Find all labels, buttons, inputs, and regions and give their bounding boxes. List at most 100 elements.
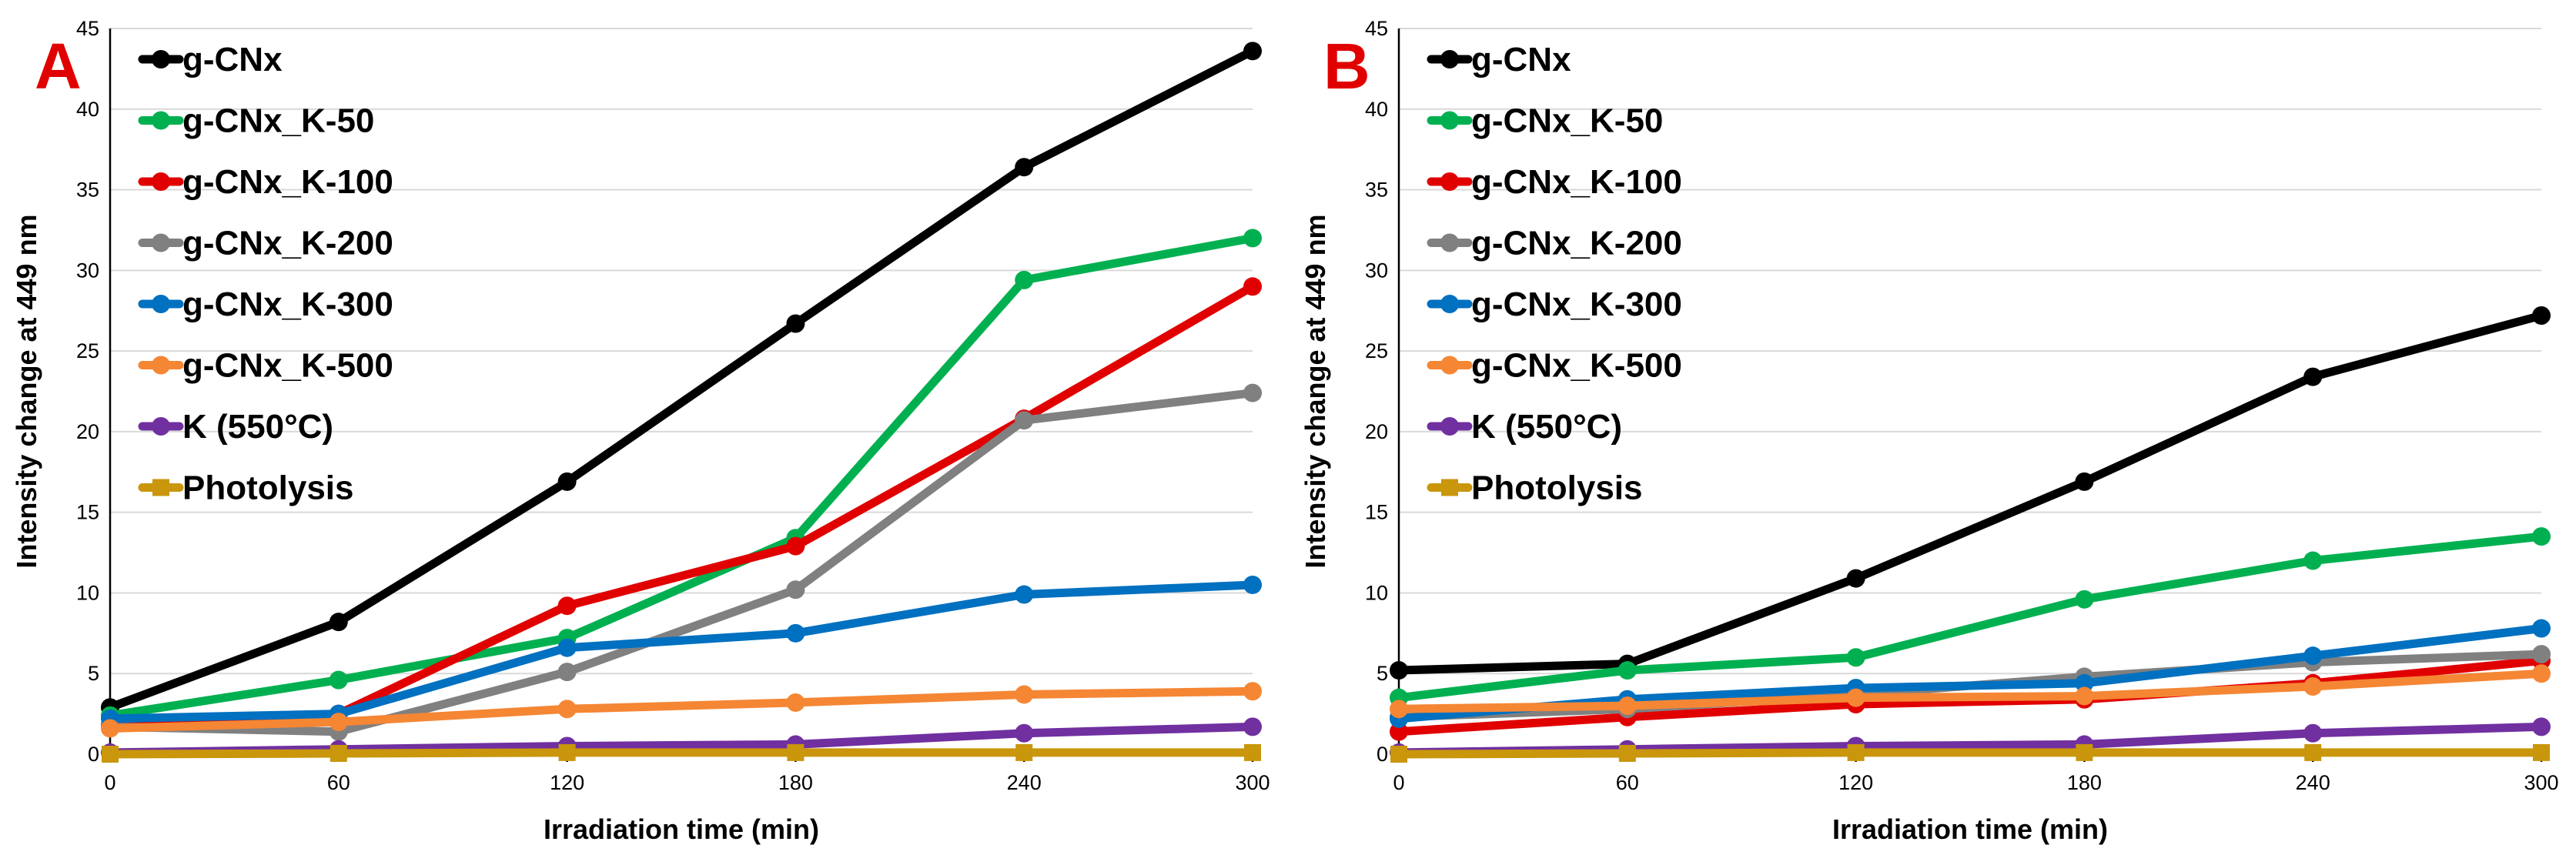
data-point — [1015, 158, 1034, 177]
y-tick-label: 30 — [1365, 259, 1388, 282]
data-point — [2075, 686, 2094, 706]
data-point — [786, 623, 805, 643]
data-point — [2075, 472, 2094, 491]
data-point — [2304, 743, 2322, 761]
data-point — [2303, 646, 2323, 666]
data-point — [1243, 682, 1262, 701]
data-point — [1243, 229, 1262, 248]
x-tick-label: 240 — [2296, 771, 2330, 794]
y-tick-label: 20 — [1365, 420, 1388, 443]
data-point — [329, 713, 348, 732]
data-point — [557, 472, 577, 491]
chart-panel-a: 0 5 10 15 20 25 30 35 40 45 0 60 120 180 240 300 Irradia… — [11, 17, 1270, 845]
legend-entry-label: g-CNx_K-100 — [182, 163, 393, 201]
data-point — [1015, 585, 1034, 604]
y-tick-label: 45 — [76, 17, 99, 40]
legend-entry-label: K (550°C) — [1471, 408, 1622, 446]
legend-entry-label: g-CNx_K-200 — [182, 225, 393, 262]
panel-label: B — [1323, 30, 1370, 102]
data-point — [1015, 411, 1034, 430]
y-tick-label: 35 — [1365, 179, 1388, 202]
legend-swatch-marker — [1440, 111, 1459, 130]
data-point — [1846, 569, 1865, 588]
data-point — [786, 693, 805, 712]
x-tick-label: 240 — [1007, 771, 1042, 794]
x-tick-label: 180 — [778, 771, 813, 794]
series-line — [105, 389, 1257, 736]
y-tick-label: 20 — [76, 420, 99, 443]
y-tick-label: 0 — [88, 743, 99, 766]
legend-swatch-marker — [152, 111, 170, 130]
y-axis-title: Intensity change at 449 nm — [1300, 214, 1331, 568]
series-line — [1394, 532, 2546, 703]
legend-entry-label: g-CNx_K-500 — [182, 347, 393, 385]
series-line — [1394, 656, 2546, 736]
x-tick-label: 300 — [2524, 771, 2558, 794]
data-point — [329, 613, 348, 632]
series-photolysis — [1390, 743, 2550, 763]
data-point — [1390, 700, 1408, 719]
x-tick-label: 60 — [1616, 771, 1639, 794]
legend-entry-label: g-CNx_K-50 — [1471, 102, 1663, 140]
data-point — [557, 596, 577, 616]
data-point — [102, 746, 119, 763]
legend-swatch-marker — [152, 479, 169, 496]
data-point — [557, 663, 577, 682]
x-tick-label: 0 — [1393, 771, 1404, 794]
legend-entry-label: Photolysis — [182, 469, 354, 507]
legend-swatch-marker — [152, 356, 170, 375]
legend-swatch-marker — [152, 417, 170, 436]
data-point — [2532, 619, 2551, 638]
legend-entry-label: g-CNx_K-200 — [1471, 225, 1682, 262]
legend-swatch-marker — [1440, 356, 1459, 375]
data-point — [557, 700, 577, 719]
series-photolysis — [102, 743, 1261, 763]
series-line — [105, 580, 1257, 723]
legend-entry-label: g-CNx_K-300 — [182, 286, 393, 323]
data-point — [1015, 743, 1033, 761]
legend-entry-label: g-CNx_K-50 — [182, 102, 374, 140]
legend-swatch-marker — [1440, 295, 1459, 313]
data-point — [1618, 661, 1637, 680]
legend: g-CNx g-CNx_K-50 g-CNx_K-100 g-CNx_K-200 g-C… — [138, 41, 393, 507]
x-axis-title: Irradiation time (min) — [544, 813, 819, 845]
data-point — [1243, 575, 1262, 594]
data-point — [1243, 717, 1262, 736]
legend-swatch-marker — [1441, 479, 1458, 496]
data-point — [786, 536, 805, 556]
legend-swatch-marker — [152, 172, 170, 191]
x-tick-label: 120 — [550, 771, 584, 794]
x-tick-label: 300 — [1235, 771, 1270, 794]
x-tick-label: 0 — [104, 771, 115, 794]
series-line — [105, 748, 1257, 759]
data-point — [2532, 306, 2551, 326]
y-tick-label: 10 — [76, 581, 99, 604]
data-point — [787, 743, 805, 761]
y-tick-label: 5 — [1377, 662, 1388, 685]
data-point — [786, 580, 805, 599]
data-point — [2076, 743, 2093, 761]
y-tick-label: 5 — [88, 662, 99, 685]
legend-swatch-marker — [152, 50, 170, 68]
series-line — [105, 233, 1257, 720]
y-tick-label: 15 — [76, 501, 99, 524]
data-point — [1846, 688, 1865, 707]
data-point — [2075, 673, 2094, 693]
series-line — [1394, 311, 2546, 675]
y-tick-label: 45 — [1365, 17, 1388, 40]
legend-entry-label: g-CNx_K-500 — [1471, 347, 1682, 385]
data-point — [2532, 717, 2551, 736]
y-tick-label: 0 — [1377, 743, 1388, 766]
data-point — [1243, 383, 1262, 402]
data-point — [1243, 42, 1262, 61]
series-g-cnx — [1390, 306, 2551, 680]
x-tick-label: 180 — [2067, 771, 2102, 794]
data-point — [1390, 722, 1408, 741]
series-line — [1394, 669, 2546, 713]
data-point — [1015, 270, 1034, 289]
series-line — [105, 46, 1257, 712]
series-g-cnx — [101, 42, 1262, 717]
y-tick-label: 10 — [1365, 581, 1388, 604]
data-point — [1847, 743, 1865, 761]
